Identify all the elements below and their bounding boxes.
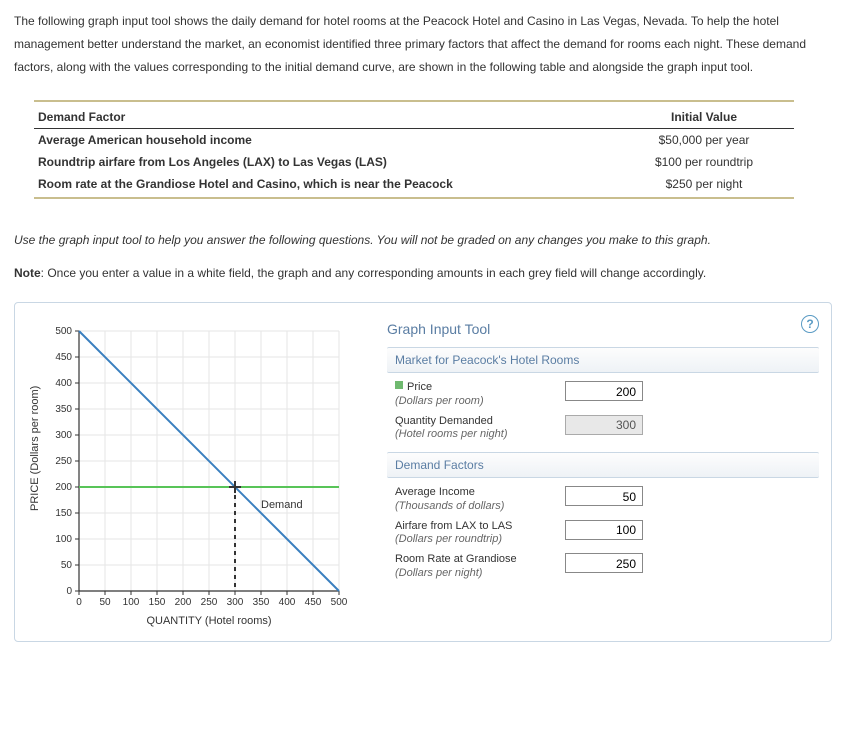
graph-tool-panel: PRICE (Dollars per room) 0 50 100 150 200 250… — [14, 302, 832, 642]
table-row: Room rate at the Grandiose Hotel and Cas… — [34, 173, 794, 195]
income-input[interactable] — [565, 486, 643, 506]
svg-text:300: 300 — [227, 597, 244, 608]
airfare-input[interactable] — [565, 520, 643, 540]
table-row: Average American household income $50,00… — [34, 129, 794, 152]
svg-text:350: 350 — [55, 404, 72, 415]
grandiose-input[interactable] — [565, 553, 643, 573]
airfare-row: Airfare from LAX to LAS (Dollars per rou… — [395, 520, 819, 548]
factors-table: Demand Factor Initial Value Average Amer… — [34, 104, 794, 195]
qty-output — [565, 415, 643, 435]
qty-row: Quantity Demanded (Hotel rooms per night… — [395, 415, 819, 443]
svg-text:400: 400 — [279, 597, 296, 608]
svg-text:200: 200 — [55, 482, 72, 493]
instruction-text: Use the graph input tool to help you ans… — [14, 229, 832, 252]
svg-text:450: 450 — [55, 352, 72, 363]
section-factors-head: Demand Factors — [387, 452, 819, 478]
svg-text:50: 50 — [99, 597, 111, 608]
svg-text:400: 400 — [55, 378, 72, 389]
y-axis-label: PRICE (Dollars per room) — [29, 386, 41, 511]
col-header-value: Initial Value — [614, 104, 794, 129]
grandiose-sublabel: (Dollars per night) — [395, 567, 482, 579]
svg-text:300: 300 — [55, 430, 72, 441]
value-cell: $250 per night — [614, 173, 794, 195]
table-row: Roundtrip airfare from Los Angeles (LAX)… — [34, 151, 794, 173]
table-rule-bot — [34, 197, 794, 199]
tool-column: ? Graph Input Tool Market for Peacock's … — [387, 311, 819, 627]
airfare-sublabel: (Dollars per roundtrip) — [395, 533, 502, 545]
grandiose-label: Room Rate at Grandiose — [395, 553, 517, 565]
demand-chart[interactable]: 0 50 100 150 200 250 300 350 400 450 500 0 50 100 150 2… — [27, 323, 357, 613]
svg-text:450: 450 — [305, 597, 322, 608]
svg-text:100: 100 — [123, 597, 140, 608]
airfare-label: Airfare from LAX to LAS — [395, 520, 512, 532]
svg-text:250: 250 — [201, 597, 218, 608]
price-row: Price (Dollars per room) — [395, 381, 819, 409]
note-body: : Once you enter a value in a white fiel… — [41, 266, 707, 280]
svg-text:350: 350 — [253, 597, 270, 608]
price-label: Price — [407, 381, 432, 393]
factor-cell: Roundtrip airfare from Los Angeles (LAX)… — [34, 151, 614, 173]
svg-text:200: 200 — [175, 597, 192, 608]
col-header-factor: Demand Factor — [34, 104, 614, 129]
price-marker-icon — [395, 381, 403, 389]
price-sublabel: (Dollars per room) — [395, 395, 484, 407]
income-sublabel: (Thousands of dollars) — [395, 500, 504, 512]
factors-table-wrap: Demand Factor Initial Value Average Amer… — [34, 100, 794, 199]
svg-text:500: 500 — [331, 597, 348, 608]
note-text: Note: Once you enter a value in a white … — [14, 266, 832, 280]
svg-text:100: 100 — [55, 534, 72, 545]
svg-text:500: 500 — [55, 326, 72, 337]
factor-cell: Average American household income — [34, 129, 614, 152]
svg-text:50: 50 — [61, 560, 73, 571]
svg-text:150: 150 — [55, 508, 72, 519]
table-rule-top — [34, 100, 794, 102]
intro-text: The following graph input tool shows the… — [14, 10, 832, 78]
value-cell: $50,000 per year — [614, 129, 794, 152]
svg-text:0: 0 — [76, 597, 82, 608]
tool-title: Graph Input Tool — [387, 321, 819, 337]
factor-cell: Room rate at the Grandiose Hotel and Cas… — [34, 173, 614, 195]
section-market-head: Market for Peacock's Hotel Rooms — [387, 347, 819, 373]
note-label: Note — [14, 266, 41, 280]
income-label: Average Income — [395, 486, 475, 498]
svg-text:0: 0 — [66, 586, 72, 597]
svg-text:250: 250 — [55, 456, 72, 467]
value-cell: $100 per roundtrip — [614, 151, 794, 173]
svg-text:Demand: Demand — [261, 499, 303, 511]
grandiose-row: Room Rate at Grandiose (Dollars per nigh… — [395, 553, 819, 581]
chart-column: PRICE (Dollars per room) 0 50 100 150 200 250… — [27, 311, 367, 627]
qty-label: Quantity Demanded — [395, 415, 493, 427]
price-input[interactable] — [565, 381, 643, 401]
svg-text:150: 150 — [149, 597, 166, 608]
income-row: Average Income (Thousands of dollars) — [395, 486, 819, 514]
x-axis-label: QUANTITY (Hotel rooms) — [79, 615, 339, 627]
qty-sublabel: (Hotel rooms per night) — [395, 428, 508, 440]
